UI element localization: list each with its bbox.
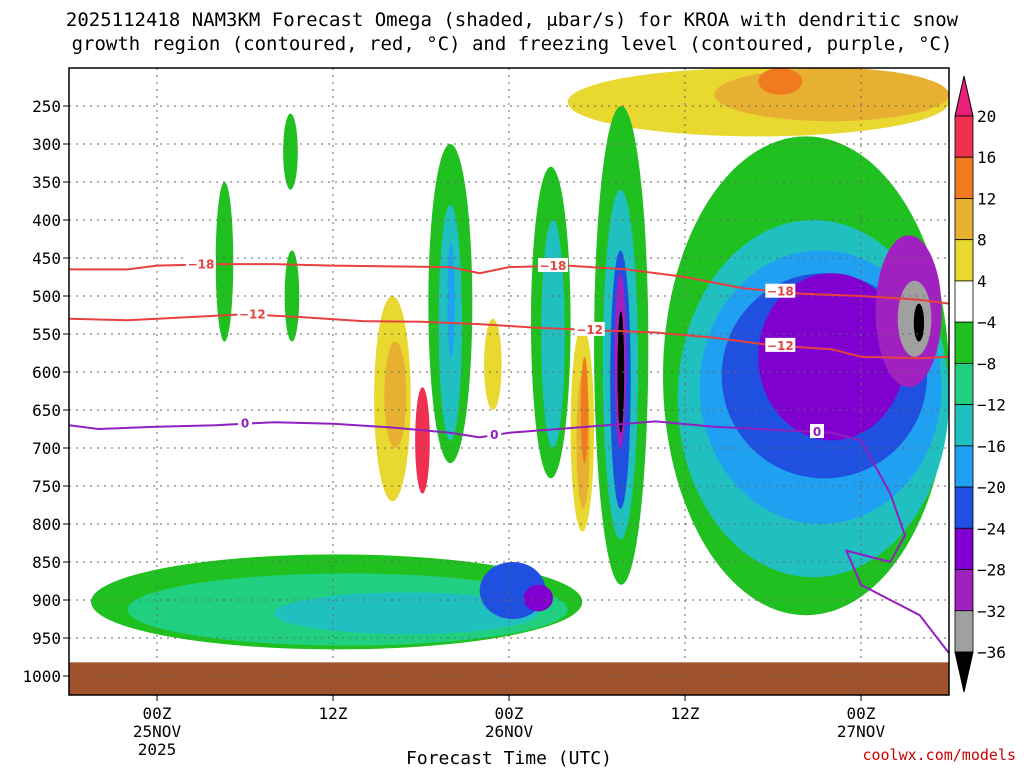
y-tick-label-600: 600: [32, 363, 61, 382]
contour-label-bg-isotherm-minus12-2: [765, 337, 796, 352]
colorbar-swatch-7: [954, 362, 974, 406]
colorbar-label-11: −28: [977, 561, 1006, 580]
x-tick-label-0-0: 00Z: [143, 704, 172, 723]
x-tick-label-24-1: 26NOV: [485, 722, 534, 741]
colorbar-label-3: 8: [977, 231, 987, 250]
x-tick-label-0-1: 25NOV: [133, 722, 182, 741]
x-tick-label-36-0: 12Z: [671, 704, 700, 723]
y-tick-label-250: 250: [32, 97, 61, 116]
y-tick-label-750: 750: [32, 477, 61, 496]
colorbar-bottom-arrow: [954, 651, 974, 693]
y-tick-label-300: 300: [32, 135, 61, 154]
contour-label-isotherm-minus12-0: −12: [239, 308, 266, 322]
contour-isotherm-minus12: [69, 313, 949, 360]
colorbar: 20 16 12 8 4 −4 −8 −12 −16 −20 −24 −28 −32 −36: [954, 75, 1006, 693]
omega-field-green-plume-10z-low: [284, 250, 300, 342]
contour-label-isotherm-minus18-2: −18: [767, 285, 794, 299]
omega-field-red-core-29z: [580, 356, 589, 464]
colorbar-label-2: 12: [977, 189, 996, 208]
y-tick-label-800: 800: [32, 515, 61, 534]
omega-field-black-core-31z: [617, 311, 625, 433]
colorbar-label-0: 20: [977, 107, 996, 126]
colorbar-swatch-12: [954, 569, 974, 612]
y-tick-label-700: 700: [32, 439, 61, 458]
contour-label-bg-isotherm-minus18-1: [538, 257, 568, 272]
y-tick-label-650: 650: [32, 401, 61, 420]
colorbar-swatch-5: [954, 280, 974, 323]
contour-label-bg-freezing-level-0C-2: [810, 424, 824, 439]
x-tick-label-0-2: 2025: [138, 740, 177, 759]
colorbar-swatch-6: [954, 321, 974, 364]
contour-label-bg-freezing-level-0C-0: [238, 415, 252, 430]
colorbar-swatch-13: [954, 610, 974, 653]
omega-field-low-cyan-band: [274, 592, 539, 635]
omega-shading-layer: [90, 68, 949, 650]
x-tick-label-48-0: 00Z: [847, 704, 876, 723]
y-tick-label-550: 550: [32, 325, 61, 344]
omega-field-gold-lobe-16z: [384, 341, 407, 448]
omega-field-green-plume-early: [215, 181, 234, 342]
x-axis-title: Forecast Time (UTC): [406, 748, 612, 768]
x-tick-label-12-0: 12Z: [319, 704, 348, 723]
omega-field-purple-block-east: [758, 273, 906, 441]
y-tick-label-400: 400: [32, 211, 61, 230]
contour-label-bg-isotherm-minus18-0: [186, 256, 216, 271]
omega-field-yellow-lobe-22z: [484, 318, 502, 410]
x-tick-label-48-1: 27NOV: [837, 722, 886, 741]
y-tick-label-450: 450: [32, 249, 61, 268]
contour-label-freezing-level-0C-1: 0: [490, 428, 498, 442]
colorbar-label-13: −36: [977, 643, 1006, 662]
omega-field-upper-gold: [714, 68, 949, 122]
contour-label-bg-freezing-level-0C-1: [487, 427, 502, 442]
contour-label-isotherm-minus12-1: −12: [576, 323, 603, 337]
contour-label-bg-isotherm-minus12-0: [237, 306, 268, 321]
y-tick-label-900: 900: [32, 591, 61, 610]
colorbar-swatch-9: [954, 445, 974, 488]
colorbar-swatch-8: [954, 404, 974, 447]
contour-label-isotherm-minus18-0: −18: [188, 257, 215, 271]
colorbar-label-4: 4: [977, 272, 987, 291]
contour-label-isotherm-minus12-2: −12: [767, 339, 794, 353]
omega-field-black-core-east: [913, 303, 925, 342]
colorbar-swatch-4: [954, 239, 974, 282]
omega-field-blue-column-19z: [447, 242, 455, 357]
omega-field-green-plume-10z: [283, 113, 298, 190]
colorbar-swatch-1: [954, 115, 974, 158]
credit-text: coolwx.com/models: [862, 746, 1016, 764]
y-tick-label-850: 850: [32, 553, 61, 572]
y-tick-label-350: 350: [32, 173, 61, 192]
colorbar-label-5: −4: [977, 313, 996, 332]
contour-label-freezing-level-0C-0: 0: [241, 417, 249, 431]
colorbar-label-8: −16: [977, 437, 1006, 456]
omega-field-upper-orange: [758, 68, 803, 95]
omega-field-low-purple-core: [523, 584, 553, 612]
colorbar-label-6: −8: [977, 354, 996, 373]
colorbar-swatch-11: [954, 527, 974, 570]
y-axis-ticks: 250 300 350 400 450 500 550 600 650 700 750 800 850 9…: [22, 97, 69, 686]
y-tick-label-1000: 1000: [22, 667, 61, 686]
contour-label-isotherm-minus18-1: −18: [540, 259, 567, 273]
colorbar-label-10: −24: [977, 519, 1006, 538]
chart-title-line-2: growth region (contoured, red, °C) and f…: [72, 33, 953, 55]
chart-title-line-1: 2025112418 NAM3KM Forecast Omega (shaded…: [66, 9, 959, 31]
colorbar-label-1: 16: [977, 148, 996, 167]
y-tick-label-500: 500: [32, 287, 61, 306]
contour-label-bg-isotherm-minus12-1: [574, 321, 605, 336]
contour-layer: −18 −18 −18 −12 −12 −12 0 0 0: [69, 256, 949, 654]
colorbar-label-7: −12: [977, 396, 1006, 415]
colorbar-top-arrow: [954, 75, 974, 117]
colorbar-label-9: −20: [977, 478, 1006, 497]
contour-label-bg-isotherm-minus18-2: [765, 283, 796, 298]
x-tick-label-24-0: 00Z: [495, 704, 524, 723]
contour-freezing-level-0C: [69, 420, 949, 654]
y-tick-label-950: 950: [32, 629, 61, 648]
contour-label-freezing-level-0C-2: 0: [813, 425, 821, 439]
colorbar-swatch-2: [954, 156, 974, 199]
colorbar-swatch-3: [954, 198, 974, 241]
omega-field-pink-core-18z: [415, 387, 430, 494]
colorbar-label-12: −32: [977, 602, 1006, 621]
colorbar-swatch-10: [954, 486, 974, 529]
